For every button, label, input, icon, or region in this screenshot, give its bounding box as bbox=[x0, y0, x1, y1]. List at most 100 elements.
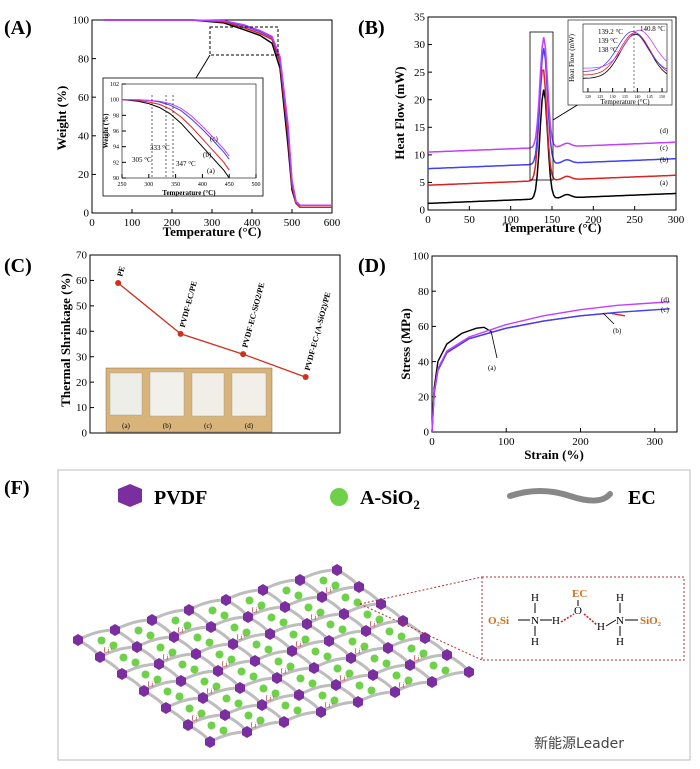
b-xtick-label-3: 150 bbox=[544, 214, 561, 226]
pvdf-node-1-1 bbox=[132, 641, 142, 653]
sio2-particle-2-2-b bbox=[227, 655, 236, 664]
panel-b-zoom-box bbox=[529, 31, 554, 181]
a-inset-ytick-label-6: 102 bbox=[110, 82, 119, 88]
panel-b-inset-annot-3: 138 °C bbox=[598, 46, 618, 54]
a-inset-series-0 bbox=[121, 99, 230, 179]
sio2-particle-1-1-a bbox=[156, 643, 165, 652]
panel-b-inset-annot-4: 140.8 °C bbox=[640, 25, 665, 33]
b-ytick-label-7: 35 bbox=[414, 12, 426, 24]
panel-d-label-b: (b) bbox=[613, 327, 622, 335]
b-series-3 bbox=[427, 37, 676, 153]
pvdf-node-6-2 bbox=[339, 608, 349, 620]
sio2-particle-5-4-a bbox=[370, 654, 379, 663]
ec-chain-h-4-6 bbox=[357, 690, 396, 704]
pvdf-node-6-1 bbox=[317, 591, 327, 603]
panel-c-series: PE PVDF-EC/PE PVDF-EC-SiO2/PE PVDF-EC-(A-Si… bbox=[115, 265, 332, 381]
sio2-particle-6-4-a bbox=[407, 644, 416, 653]
ec-chain-h-0-6 bbox=[209, 730, 248, 744]
sio2-particle-4-1-b bbox=[279, 618, 288, 627]
pvdf-node-5-0 bbox=[258, 584, 268, 596]
ec-chain-h-3-3 bbox=[254, 649, 293, 663]
ec-chain-h-3-1 bbox=[210, 615, 249, 629]
legend-asio2: A-SiO2 bbox=[360, 487, 420, 512]
b-ytick-label-4: 20 bbox=[414, 94, 426, 106]
ec-chain-h-2-0 bbox=[151, 608, 190, 622]
sio2-particle-2-4-b bbox=[271, 689, 280, 698]
b-series-1 bbox=[427, 69, 676, 186]
ec-chain-h-1-5 bbox=[224, 703, 263, 717]
sio2-particle-5-0-a bbox=[282, 586, 291, 595]
pvdf-node-2-0 bbox=[147, 614, 157, 626]
ec-chain-h-1-0 bbox=[114, 618, 153, 632]
b-inset-series-1 bbox=[582, 32, 668, 76]
panel-b-inset-ylabel: Heat Flow (mW) bbox=[568, 33, 576, 81]
pvdf-node-4-0 bbox=[221, 594, 231, 606]
sio2-particle-4-3-a bbox=[311, 647, 320, 656]
panel-a-series bbox=[104, 19, 332, 208]
a-xtick-label-2: 200 bbox=[164, 217, 181, 229]
pvdf-node-2-4 bbox=[235, 682, 245, 694]
panel-c-frame bbox=[89, 254, 341, 434]
sio2-particle-1-0-a bbox=[134, 626, 143, 635]
zoom-line-top bbox=[359, 576, 483, 605]
pvdf-node-0-2 bbox=[117, 668, 127, 680]
ec-chain-h-0-0 bbox=[77, 628, 116, 642]
pvdf-node-1-4 bbox=[198, 692, 208, 704]
a-ytick-label-3: 60 bbox=[78, 92, 90, 104]
panel-a-inset-annot-3: 347 °C bbox=[176, 160, 196, 168]
d-series-1 bbox=[431, 312, 626, 433]
ec-chain-h-1-3 bbox=[180, 669, 219, 683]
pvdf-node-6-3 bbox=[361, 625, 371, 637]
sio2-particle-3-3-a bbox=[274, 657, 283, 666]
pvdf-node-4-1 bbox=[243, 611, 253, 623]
b-series-0 bbox=[427, 89, 676, 205]
sio2-particle-3-4-a bbox=[296, 674, 305, 683]
sio2-particle-4-4-b bbox=[345, 669, 354, 678]
pvdf-node-6-5 bbox=[405, 659, 415, 671]
li-ion-4-2: Li⁺ bbox=[296, 641, 306, 649]
pvdf-node-7-2 bbox=[376, 598, 386, 610]
sio2-particle-0-1-a bbox=[119, 653, 128, 662]
pvdf-node-3-5 bbox=[294, 689, 304, 701]
panel-a-axes: 0 100 200 300 400 500 600 0 20 40 60 80 100 bbox=[73, 15, 341, 229]
sio2-particle-0-4-a bbox=[185, 704, 194, 713]
pvdf-node-5-1 bbox=[280, 601, 290, 613]
panel-b-inset-axes: 120 125 130 135 140 145 150 bbox=[585, 88, 665, 99]
legend-asio2-sub: 2 bbox=[413, 497, 420, 512]
sio2-particle-2-4-a bbox=[259, 684, 268, 693]
a-xtick-label-4: 400 bbox=[244, 217, 261, 229]
b-inset-xtick-label-6: 150 bbox=[659, 94, 665, 99]
li-ion-5-3: Li⁺ bbox=[355, 648, 365, 656]
sio2-particle-6-0-a bbox=[319, 576, 328, 585]
panel-a-inset-annot-1: 305 °C bbox=[132, 156, 152, 164]
li-ion-0-0: Li⁺ bbox=[104, 647, 114, 655]
panel-a-ylabel: Weight (%) bbox=[54, 86, 69, 151]
a-ytick-label-4: 80 bbox=[78, 53, 90, 65]
panel-a-chart: 0 100 200 300 400 500 600 0 20 40 60 80 100 Temperat… bbox=[54, 15, 341, 239]
panel-c-photo: (a) (b) (c) (d) bbox=[105, 367, 273, 433]
ec-chain-h-5-1 bbox=[284, 595, 323, 609]
panel-d-series bbox=[431, 301, 670, 433]
c-ytick-label-0: 0 bbox=[82, 428, 88, 440]
legend-ec: EC bbox=[628, 487, 656, 509]
panel-a-inset-label-c: (c) bbox=[210, 135, 218, 143]
watermark: 新能源Leader bbox=[534, 736, 625, 752]
c-category-label-2: PVDF-EC-SiO2/PE bbox=[240, 282, 266, 349]
scheme-n2: N bbox=[616, 615, 624, 627]
c-ytick-label-7: 70 bbox=[76, 250, 88, 262]
hbond-scheme: O₂Si N H H H O EC H N H H bbox=[488, 588, 662, 648]
pvdf-node-7-3 bbox=[398, 615, 408, 627]
panel-b-label-c: (c) bbox=[660, 144, 668, 152]
pvdf-node-3-3 bbox=[250, 655, 260, 667]
c-ytick-label-6: 60 bbox=[76, 275, 88, 287]
a-ytick-label-0: 0 bbox=[84, 208, 90, 220]
ec-chain-h-2-6 bbox=[283, 710, 322, 724]
b-xtick-label-4: 200 bbox=[585, 214, 602, 226]
panel-c-label: (C) bbox=[4, 255, 32, 277]
a-inset-xtick-label-3: 400 bbox=[198, 182, 207, 188]
sio2-particle-0-5-b bbox=[219, 726, 228, 735]
sio2-particle-1-5-b bbox=[256, 716, 265, 725]
c-series-line bbox=[117, 282, 306, 378]
panel-c-chart: 0 10 20 30 40 50 60 70 Thermal Shrinkage (%) (a… bbox=[58, 250, 341, 440]
d-ytick-label-3: 60 bbox=[418, 321, 430, 333]
